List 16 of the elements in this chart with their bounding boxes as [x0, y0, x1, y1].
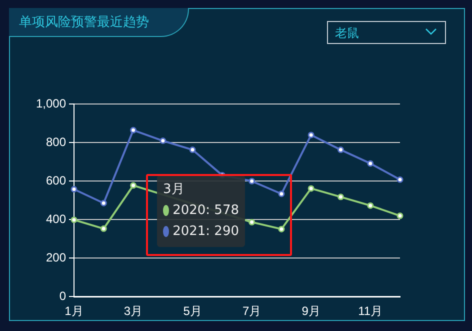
y-tick-label: 0: [59, 288, 66, 303]
x-tick-label: 9月: [302, 304, 320, 318]
y-tick-label: 200: [46, 250, 66, 264]
text: 老鼠: [335, 26, 359, 40]
x-tick-label: 3月: [124, 304, 143, 318]
x-tick-label: 1月: [64, 304, 84, 318]
x-tick-label: 7月: [242, 304, 262, 318]
annotation: 3月: [163, 181, 186, 199]
y-tick-label: 1,000: [36, 96, 66, 111]
x-tick-label: 5月: [183, 304, 202, 318]
x-tick-label: 11月: [358, 304, 383, 318]
y-tick-label: 800: [46, 134, 66, 149]
y-tick-label: 600: [46, 173, 66, 188]
annotation: 2020: 578: [172, 202, 239, 220]
annotation: 2021: 290: [172, 223, 239, 241]
y-tick-label: 400: [46, 212, 66, 226]
